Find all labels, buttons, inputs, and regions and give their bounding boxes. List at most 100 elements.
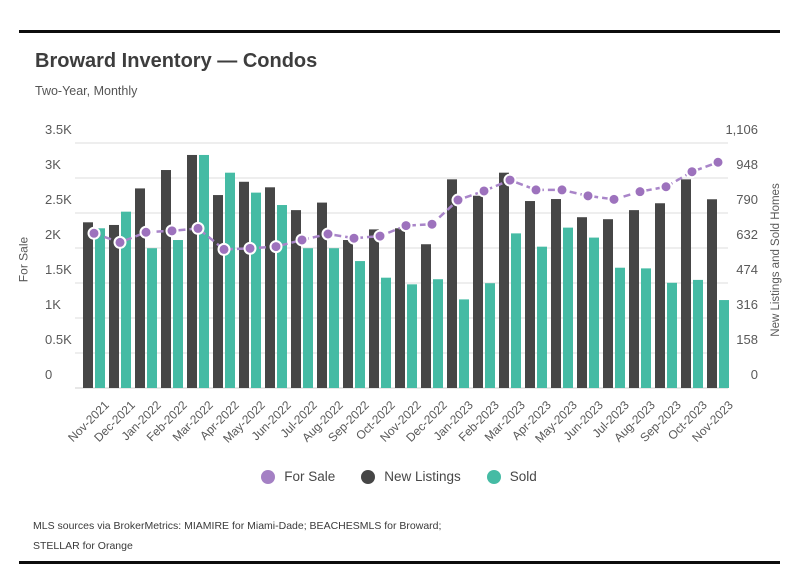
bar-sold[interactable]	[719, 300, 729, 388]
bar-new-listings[interactable]	[291, 210, 301, 388]
bar-new-listings[interactable]	[681, 179, 691, 388]
left-axis-tick: 0.5K	[45, 332, 72, 347]
bar-sold[interactable]	[407, 284, 417, 388]
point-for-sale[interactable]	[555, 183, 569, 197]
bar-sold[interactable]	[667, 282, 677, 388]
bar-new-listings[interactable]	[395, 228, 405, 388]
bar-new-listings[interactable]	[447, 179, 457, 388]
point-for-sale[interactable]	[87, 226, 101, 240]
bar-sold[interactable]	[511, 233, 521, 388]
chart-subtitle: Two-Year, Monthly	[35, 84, 138, 98]
bar-sold[interactable]	[381, 277, 391, 388]
chart-title: Broward Inventory — Condos	[35, 50, 318, 72]
bar-sold[interactable]	[303, 248, 313, 388]
point-for-sale[interactable]	[581, 189, 595, 203]
new-listings-marker-icon	[361, 469, 376, 484]
point-for-sale[interactable]	[425, 217, 439, 231]
bar-sold[interactable]	[199, 154, 209, 388]
bar-new-listings[interactable]	[265, 187, 275, 388]
point-for-sale[interactable]	[633, 185, 647, 199]
bar-new-listings[interactable]	[473, 195, 483, 388]
legend-label: For Sale	[284, 469, 336, 484]
point-for-sale[interactable]	[399, 219, 413, 233]
source-note-line1: MLS sources via BrokerMetrics: MIAMIRE f…	[33, 520, 442, 532]
bar-new-listings[interactable]	[83, 222, 93, 388]
point-for-sale[interactable]	[165, 224, 179, 238]
bar-sold[interactable]	[355, 261, 365, 388]
bar-sold[interactable]	[485, 283, 495, 388]
bar-sold[interactable]	[251, 192, 261, 388]
bar-new-listings[interactable]	[707, 199, 717, 388]
bar-new-listings[interactable]	[421, 244, 431, 388]
point-for-sale[interactable]	[529, 183, 543, 197]
bar-sold[interactable]	[615, 267, 625, 388]
sold-marker-icon	[486, 469, 501, 484]
point-for-sale[interactable]	[451, 193, 465, 207]
bar-sold[interactable]	[173, 240, 183, 388]
bar-new-listings[interactable]	[109, 224, 119, 388]
bar-new-listings[interactable]	[499, 172, 509, 388]
bar-new-listings[interactable]	[577, 217, 587, 388]
bar-sold[interactable]	[459, 299, 469, 388]
point-for-sale[interactable]	[373, 229, 387, 243]
point-for-sale[interactable]	[295, 233, 309, 247]
left-axis-tick: 3K	[45, 157, 61, 172]
bar-new-listings[interactable]	[525, 201, 535, 388]
bar-new-listings[interactable]	[161, 170, 171, 388]
bar-new-listings[interactable]	[369, 229, 379, 388]
bottom-rule	[19, 561, 780, 564]
bar-sold[interactable]	[121, 211, 131, 388]
point-for-sale[interactable]	[191, 221, 205, 235]
bar-new-listings[interactable]	[317, 202, 327, 388]
bar-sold[interactable]	[563, 227, 573, 388]
left-axis-tick: 1K	[45, 297, 61, 312]
left-axis-tick: 2K	[45, 227, 61, 242]
point-for-sale[interactable]	[503, 173, 517, 187]
bar-new-listings[interactable]	[239, 181, 249, 388]
point-for-sale[interactable]	[477, 184, 491, 198]
legend-item-for-sale[interactable]: For Sale	[261, 469, 335, 484]
point-for-sale[interactable]	[139, 225, 153, 239]
bar-sold[interactable]	[95, 228, 105, 388]
point-for-sale[interactable]	[321, 227, 335, 241]
point-for-sale[interactable]	[607, 192, 621, 206]
bar-new-listings[interactable]	[551, 199, 561, 388]
bar-sold[interactable]	[225, 172, 235, 388]
right-axis-tick: 158	[736, 332, 758, 347]
point-for-sale[interactable]	[659, 180, 673, 194]
point-for-sale[interactable]	[243, 241, 257, 255]
bar-sold[interactable]	[641, 268, 651, 388]
bar-new-listings[interactable]	[655, 203, 665, 388]
legend-label: New Listings	[384, 469, 461, 484]
legend-item-sold[interactable]: Sold	[486, 469, 537, 484]
bar-sold[interactable]	[147, 248, 157, 388]
bar-sold[interactable]	[329, 248, 339, 388]
bar-sold[interactable]	[693, 279, 703, 388]
right-axis-tick: 474	[736, 262, 758, 277]
point-for-sale[interactable]	[711, 155, 725, 169]
bar-new-listings[interactable]	[213, 195, 223, 388]
bar-new-listings[interactable]	[187, 154, 197, 388]
top-rule	[19, 30, 780, 33]
bar-sold[interactable]	[589, 237, 599, 388]
point-for-sale[interactable]	[269, 240, 283, 254]
bar-sold[interactable]	[277, 205, 287, 388]
bar-new-listings[interactable]	[343, 240, 353, 388]
point-for-sale[interactable]	[217, 242, 231, 256]
bar-new-listings[interactable]	[629, 210, 639, 388]
bar-sold[interactable]	[433, 279, 443, 388]
right-axis-tick: 1,106	[725, 122, 758, 137]
point-for-sale[interactable]	[685, 165, 699, 179]
right-axis-tick: 948	[736, 157, 758, 172]
source-note-line2: STELLAR for Orange	[33, 540, 133, 552]
bar-sold[interactable]	[537, 246, 547, 388]
legend-label: Sold	[509, 469, 537, 484]
legend-item-new-listings[interactable]: New Listings	[361, 469, 461, 484]
point-for-sale[interactable]	[113, 235, 127, 249]
bar-new-listings[interactable]	[603, 219, 613, 388]
bar-new-listings[interactable]	[135, 188, 145, 388]
left-axis-tick: 3.5K	[45, 122, 72, 137]
point-for-sale[interactable]	[347, 231, 361, 245]
legend: For Sale New Listings Sold	[0, 469, 798, 484]
